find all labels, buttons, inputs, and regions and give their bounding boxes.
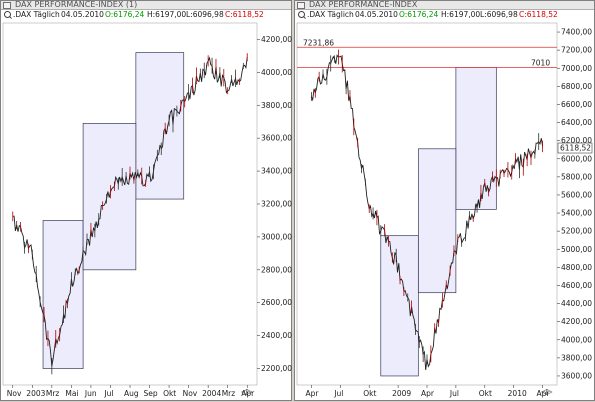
x-tick-label: Nov: [183, 389, 198, 398]
x-tick-label: Okt: [363, 389, 376, 398]
x-tick-label: Mrz: [222, 389, 236, 398]
y-tick-label: 6600,00: [561, 100, 592, 109]
range-box: [135, 52, 185, 200]
x-tick-label: Jul: [333, 389, 343, 398]
x-tick-label: 2003: [26, 389, 45, 398]
open-value: O:6176,24: [399, 10, 439, 19]
y-tick-label: 7200,00: [561, 46, 592, 55]
window-icon: [297, 2, 305, 9]
y-tick-label: 3200,00: [261, 200, 292, 209]
last-price-label: 6118,52: [560, 144, 591, 153]
magnifier-icon[interactable]: [298, 11, 305, 18]
low-value: L:6096,98: [480, 10, 518, 19]
x-tick-label: Mai: [65, 389, 78, 398]
close-value: C:6118,52: [519, 10, 558, 19]
window-title: DAX PERFORMANCE-INDEX (1): [15, 0, 138, 9]
y-tick-label: 6800,00: [561, 82, 592, 91]
y-tick-label: 3000,00: [261, 232, 292, 241]
low-value: L:6096,98: [186, 10, 224, 19]
range-box: [380, 235, 419, 377]
y-tick-label: 5000,00: [561, 245, 592, 254]
y-tick-label: 4000,00: [261, 68, 292, 77]
close-value: C:6118,52: [225, 10, 264, 19]
x-tick-label: Mrz: [46, 389, 60, 398]
x-tick-label: Aug: [124, 389, 139, 398]
price-chart-left[interactable]: 4200,00 4000,00 3800,00 3600,00 3400,00 3200,…: [1, 1, 293, 402]
y-tick-label: 3800,00: [561, 353, 592, 362]
x-tick-label: Apr: [305, 389, 319, 398]
y-tick-label: 3600,00: [261, 134, 292, 143]
y-tick-label: 7400,00: [561, 28, 592, 37]
y-tick-label: 5600,00: [561, 190, 592, 199]
x-tick-label: Jun: [84, 389, 97, 398]
x-tick-label: 2010: [508, 389, 527, 398]
open-value: O:6176,24: [105, 10, 145, 19]
y-tick-label: 4600,00: [561, 281, 592, 290]
y-tick-label: 3800,00: [261, 101, 292, 110]
price-info-bar: .DAX Täglich 04.05.2010 O:6176,24 H:6197…: [295, 10, 594, 20]
chart-window-left[interactable]: DAX PERFORMANCE-INDEX (1) .DAX Täglich 0…: [0, 0, 292, 401]
high-value: H:6197,00: [441, 10, 481, 19]
y-tick-label: 4200,00: [561, 317, 592, 326]
y-tick-label: 4200,00: [261, 35, 292, 44]
date-label: 04.05.2010: [61, 10, 104, 19]
last-price-tag: [557, 142, 593, 154]
chart-window-right[interactable]: DAX PERFORMANCE-INDEX .DAX Täglich 04.05…: [294, 0, 595, 401]
y-tick-label: 6400,00: [561, 118, 592, 127]
magnifier-icon[interactable]: [4, 11, 11, 18]
high-value: H:6197,00: [147, 10, 187, 19]
y-tick-label: 5200,00: [561, 227, 592, 236]
x-tick-label: 2009: [392, 389, 411, 398]
date-label: 04.05.2010: [355, 10, 398, 19]
range-box: [455, 66, 497, 210]
y-tick-label: 2200,00: [261, 364, 292, 373]
window-titlebar[interactable]: DAX PERFORMANCE-INDEX: [295, 0, 594, 10]
window-title: DAX PERFORMANCE-INDEX: [309, 0, 418, 9]
y-tick-label: 3600,00: [561, 371, 592, 380]
y-tick-label: 6000,00: [561, 154, 592, 163]
x-tick-label: Jul: [449, 389, 459, 398]
range-box: [42, 220, 84, 369]
y-tick-label: 6200,00: [561, 136, 592, 145]
price-chart-right[interactable]: 7400,00 7200,00 7000,00 6800,00 6600,00 6400,…: [295, 1, 595, 402]
y-tick-label: 2800,00: [261, 265, 292, 274]
instrument-label: .DAX Täglich: [13, 10, 60, 19]
x-tick-label: Apr: [537, 389, 551, 398]
plot-area: [296, 22, 558, 386]
y-tick-label: 4800,00: [561, 263, 592, 272]
window-icon: [3, 2, 11, 9]
y-tick-label: 5800,00: [561, 172, 592, 181]
y-tick-label: 2600,00: [261, 298, 292, 307]
y-tick-label: 7000,00: [561, 64, 592, 73]
x-tick-label: Apr: [241, 389, 255, 398]
scroll-arrows-icon: ◁▷: [541, 387, 553, 396]
scroll-arrows-icon: ◁▷: [241, 387, 253, 396]
resistance-label: 7231,86: [303, 38, 334, 47]
x-tick-label: Okt: [479, 389, 492, 398]
x-tick-label: Nov: [7, 389, 22, 398]
price-info-bar: .DAX Täglich 04.05.2010 O:6176,24 H:6197…: [1, 10, 291, 20]
x-tick-label: Jul: [103, 389, 113, 398]
y-tick-label: 3400,00: [261, 167, 292, 176]
x-tick-label: 2004: [202, 389, 221, 398]
range-box: [417, 148, 457, 294]
x-tick-label: Sep: [144, 389, 158, 398]
x-tick-label: Apr: [421, 389, 435, 398]
instrument-label: .DAX Täglich: [307, 10, 354, 19]
y-tick-label: 2400,00: [261, 331, 292, 340]
y-tick-label: 5400,00: [561, 209, 592, 218]
x-tick-label: Okt: [163, 389, 176, 398]
y-tick-label: 4400,00: [561, 299, 592, 308]
y-tick-label: 4000,00: [561, 335, 592, 344]
resistance-label: 7010: [531, 58, 550, 67]
window-titlebar[interactable]: DAX PERFORMANCE-INDEX (1): [1, 0, 291, 10]
